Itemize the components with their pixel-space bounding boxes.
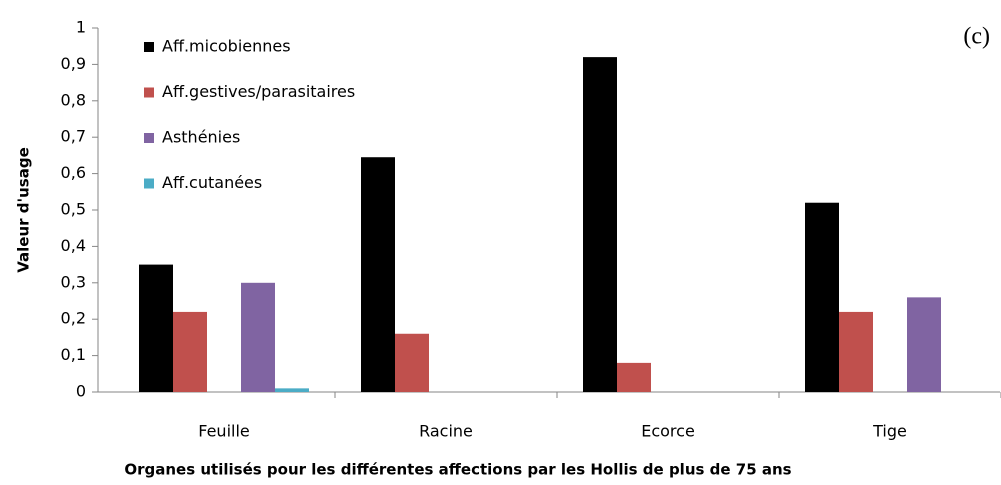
bar — [361, 157, 395, 392]
y-tick-label: 0,6 — [61, 163, 86, 182]
bar — [173, 311, 207, 392]
bar — [583, 57, 617, 393]
bar — [241, 282, 275, 392]
legend-swatch — [144, 87, 154, 98]
x-tick-label: Tige — [872, 422, 907, 441]
y-tick-label: 0,7 — [61, 127, 86, 146]
y-tick-label: 0,8 — [61, 90, 86, 109]
y-axis-label: Valeur d'usage — [15, 147, 33, 273]
legend-label: Aff.cutanées — [162, 173, 262, 192]
legend-swatch — [144, 42, 154, 52]
legend-label: Asthénies — [162, 128, 240, 147]
bar — [805, 202, 839, 392]
annotation: (c) — [963, 24, 990, 50]
y-tick-label: 1 — [76, 18, 86, 37]
bar — [275, 388, 309, 392]
bar — [139, 264, 173, 392]
y-tick-label: 0,2 — [61, 309, 86, 328]
legend-label: Aff.micobiennes — [162, 37, 291, 56]
x-tick-label: Ecorce — [641, 422, 695, 441]
legend-swatch — [144, 133, 154, 143]
y-tick-label: 0 — [76, 382, 86, 401]
x-tick-label: Racine — [419, 422, 473, 441]
bar — [617, 362, 651, 392]
y-tick-label: 0,9 — [61, 54, 86, 73]
bar — [839, 311, 873, 392]
y-tick-label: 0,1 — [61, 345, 86, 364]
bar — [395, 333, 429, 392]
x-tick-label: Feuille — [198, 422, 250, 441]
legend-swatch — [144, 178, 154, 189]
y-tick-label: 0,5 — [61, 200, 86, 219]
y-tick-label: 0,3 — [61, 272, 86, 291]
x-axis-label: Organes utilisés pour les différentes af… — [124, 461, 791, 479]
bar — [907, 297, 941, 392]
legend-label: Aff.gestives/parasitaires — [162, 82, 355, 101]
y-tick-label: 0,4 — [61, 236, 86, 255]
